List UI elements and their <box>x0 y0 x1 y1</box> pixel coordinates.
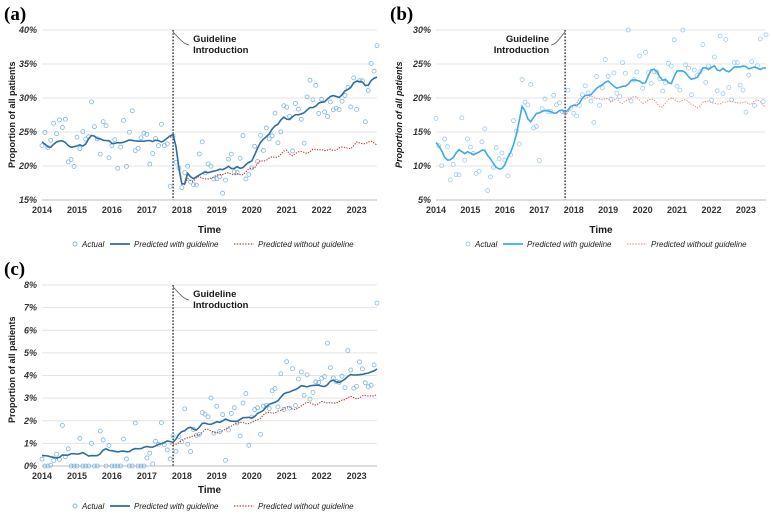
svg-text:30%: 30% <box>19 93 37 103</box>
svg-text:2022: 2022 <box>312 471 332 481</box>
svg-text:Proportion of all patients: Proportion of all patients <box>7 316 17 423</box>
svg-text:2020: 2020 <box>242 471 262 481</box>
svg-text:2015: 2015 <box>67 471 87 481</box>
svg-text:2021: 2021 <box>277 205 297 215</box>
svg-text:4%: 4% <box>23 371 37 381</box>
svg-text:7%: 7% <box>24 303 37 313</box>
svg-text:Introduction: Introduction <box>193 300 249 311</box>
svg-text:6%: 6% <box>24 325 37 335</box>
svg-text:Guideline: Guideline <box>506 34 549 45</box>
svg-text:10%: 10% <box>413 161 431 171</box>
svg-text:1%: 1% <box>24 438 37 448</box>
svg-text:Proportion of all patients: Proportion of all patients <box>7 61 17 168</box>
svg-text:(c): (c) <box>4 259 25 280</box>
svg-text:Time: Time <box>589 225 613 236</box>
svg-text:2014: 2014 <box>426 205 446 215</box>
svg-text:2023: 2023 <box>347 471 367 481</box>
svg-text:Actual: Actual <box>81 502 104 511</box>
svg-text:Introduction: Introduction <box>494 45 550 56</box>
svg-text:Predicted without guideline: Predicted without guideline <box>258 502 354 511</box>
svg-text:2015: 2015 <box>67 205 87 215</box>
svg-text:5%: 5% <box>418 195 431 205</box>
svg-text:Predicted without guideline: Predicted without guideline <box>258 240 354 249</box>
svg-text:5%: 5% <box>24 348 37 358</box>
svg-text:Predicted with guideline: Predicted with guideline <box>134 502 219 511</box>
svg-text:15%: 15% <box>413 127 431 137</box>
svg-text:2015: 2015 <box>460 205 480 215</box>
svg-text:15%: 15% <box>19 195 37 205</box>
svg-text:2014: 2014 <box>32 471 52 481</box>
svg-text:2020: 2020 <box>633 205 653 215</box>
svg-text:2018: 2018 <box>564 205 584 215</box>
svg-text:0%: 0% <box>24 461 37 471</box>
svg-text:2014: 2014 <box>32 205 52 215</box>
svg-text:2%: 2% <box>23 416 37 426</box>
svg-text:2019: 2019 <box>207 471 227 481</box>
svg-text:20%: 20% <box>18 161 37 171</box>
svg-text:(b): (b) <box>390 4 413 25</box>
svg-text:2017: 2017 <box>137 471 157 481</box>
svg-text:2016: 2016 <box>102 471 122 481</box>
svg-text:(a): (a) <box>4 4 26 25</box>
svg-text:Time: Time <box>198 225 222 236</box>
svg-text:2019: 2019 <box>598 205 618 215</box>
svg-text:2018: 2018 <box>172 471 192 481</box>
svg-text:2017: 2017 <box>137 205 157 215</box>
svg-text:Guideline: Guideline <box>193 34 236 45</box>
svg-text:Proportion of all patients: Proportion of all patients <box>394 61 404 168</box>
svg-text:2016: 2016 <box>495 205 515 215</box>
svg-text:Introduction: Introduction <box>193 45 249 56</box>
svg-text:25%: 25% <box>18 127 37 137</box>
svg-text:25%: 25% <box>412 59 431 69</box>
svg-text:Predicted with guideline: Predicted with guideline <box>527 240 612 249</box>
svg-text:2019: 2019 <box>207 205 227 215</box>
svg-text:2018: 2018 <box>172 205 192 215</box>
svg-text:2021: 2021 <box>277 471 297 481</box>
svg-text:2020: 2020 <box>242 205 262 215</box>
svg-text:Time: Time <box>198 485 222 496</box>
svg-text:2016: 2016 <box>102 205 122 215</box>
svg-text:2021: 2021 <box>667 205 687 215</box>
svg-text:35%: 35% <box>19 59 37 69</box>
svg-text:40%: 40% <box>18 25 37 35</box>
svg-text:2022: 2022 <box>312 205 332 215</box>
svg-text:2023: 2023 <box>347 205 367 215</box>
svg-text:Predicted without guideline: Predicted without guideline <box>651 240 747 249</box>
svg-text:2022: 2022 <box>701 205 721 215</box>
svg-text:20%: 20% <box>412 93 431 103</box>
svg-text:2023: 2023 <box>736 205 756 215</box>
svg-text:Actual: Actual <box>81 240 104 249</box>
svg-text:8%: 8% <box>24 280 37 290</box>
svg-text:Predicted with guideline: Predicted with guideline <box>134 240 219 249</box>
svg-text:3%: 3% <box>24 393 37 403</box>
svg-text:Actual: Actual <box>474 240 497 249</box>
svg-text:30%: 30% <box>413 25 431 35</box>
svg-text:Guideline: Guideline <box>193 289 236 300</box>
svg-text:2017: 2017 <box>529 205 549 215</box>
